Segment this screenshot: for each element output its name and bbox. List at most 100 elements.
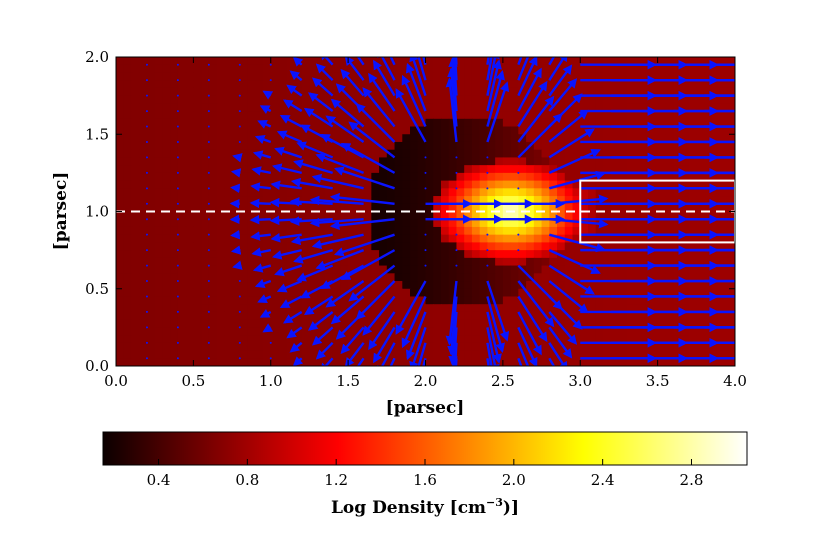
- density-cell: [177, 358, 187, 366]
- density-cell: [471, 203, 481, 213]
- density-cell: [727, 296, 735, 305]
- density-cell: [502, 172, 512, 182]
- density-cell: [417, 342, 427, 352]
- density-cell: [665, 188, 674, 197]
- density-cell: [116, 95, 125, 104]
- velocity-vector: [271, 163, 302, 175]
- density-cell: [386, 188, 396, 197]
- density-cell: [464, 180, 473, 189]
- density-cell: [263, 265, 272, 274]
- velocity-vector: [424, 233, 427, 236]
- density-cell: [634, 111, 643, 120]
- density-cell: [123, 242, 133, 251]
- velocity-vector: [340, 326, 365, 355]
- density-cell: [471, 126, 481, 135]
- velocity-vector: [145, 125, 148, 128]
- density-cell: [479, 281, 488, 290]
- density-cell: [471, 172, 481, 182]
- density-cell: [301, 257, 311, 267]
- density-cell: [177, 64, 187, 74]
- density-cell: [293, 242, 303, 251]
- density-cell: [123, 311, 133, 321]
- density-cell: [371, 265, 380, 274]
- density-cell: [348, 273, 357, 282]
- density-cell: [727, 358, 735, 366]
- density-cell: [386, 304, 396, 313]
- density-cell: [526, 219, 535, 228]
- density-cell: [293, 350, 303, 359]
- density-cell: [464, 95, 473, 104]
- density-cell: [727, 180, 735, 189]
- density-cell: [464, 335, 473, 344]
- density-cell: [649, 265, 659, 274]
- density-cell: [696, 165, 705, 174]
- density-cell: [580, 188, 589, 197]
- velocity-vector: [356, 57, 365, 66]
- density-cell: [255, 80, 264, 89]
- density-cell: [123, 211, 133, 220]
- density-cell: [680, 157, 690, 166]
- density-cell: [324, 172, 334, 182]
- density-cell: [440, 265, 450, 274]
- density-cell: [402, 149, 411, 159]
- density-cell: [185, 188, 194, 197]
- density-cell: [208, 250, 218, 259]
- density-cell: [379, 196, 388, 205]
- density-cell: [479, 226, 488, 236]
- density-cell: [340, 95, 349, 104]
- density-cell: [332, 350, 341, 359]
- velocity-vector: [422, 357, 427, 366]
- density-cell: [224, 335, 233, 344]
- density-cell: [363, 118, 372, 128]
- density-cell: [371, 327, 380, 336]
- density-cell: [657, 118, 666, 128]
- density-cell: [549, 288, 558, 298]
- velocity-vector: [290, 177, 333, 190]
- density-cell: [193, 57, 202, 66]
- density-cell: [263, 111, 272, 120]
- density-cell: [510, 234, 519, 243]
- density-cell: [340, 80, 349, 89]
- density-cell: [263, 219, 272, 228]
- density-cell: [425, 273, 434, 282]
- density-cell: [502, 257, 512, 267]
- density-cell: [479, 311, 488, 321]
- density-cell: [201, 250, 210, 259]
- velocity-vector: [230, 229, 241, 240]
- overlays: [116, 179, 735, 244]
- density-cell: [603, 149, 612, 159]
- density-cell: [495, 296, 504, 305]
- density-cell: [440, 126, 450, 135]
- density-cell: [533, 157, 543, 166]
- density-cell: [634, 319, 643, 328]
- density-cell: [146, 72, 156, 81]
- density-cell: [332, 87, 341, 97]
- density-cell: [293, 250, 303, 259]
- density-cell: [324, 111, 334, 120]
- density-cell: [549, 335, 558, 344]
- density-cell: [201, 64, 210, 74]
- density-cell: [348, 149, 357, 159]
- density-cell: [448, 126, 458, 135]
- density-cell: [618, 342, 628, 352]
- density-cell: [526, 335, 535, 344]
- velocity-vector: [422, 57, 427, 66]
- density-cell: [603, 118, 612, 128]
- density-cell: [139, 188, 148, 197]
- density-cell: [657, 157, 666, 166]
- density-cell: [704, 141, 713, 151]
- density-cell: [510, 250, 519, 259]
- velocity-vector: [424, 264, 427, 267]
- density-cell: [139, 118, 148, 128]
- density-cell: [185, 72, 194, 81]
- density-cell: [216, 273, 225, 282]
- density-cell: [696, 180, 705, 189]
- density-cell: [587, 95, 597, 104]
- density-cell: [278, 87, 287, 97]
- velocity-vector: [362, 295, 396, 336]
- density-cell: [618, 134, 628, 143]
- density-cell: [301, 165, 311, 174]
- density-cell: [317, 72, 326, 81]
- density-cell: [549, 180, 558, 189]
- density-cell: [502, 157, 512, 166]
